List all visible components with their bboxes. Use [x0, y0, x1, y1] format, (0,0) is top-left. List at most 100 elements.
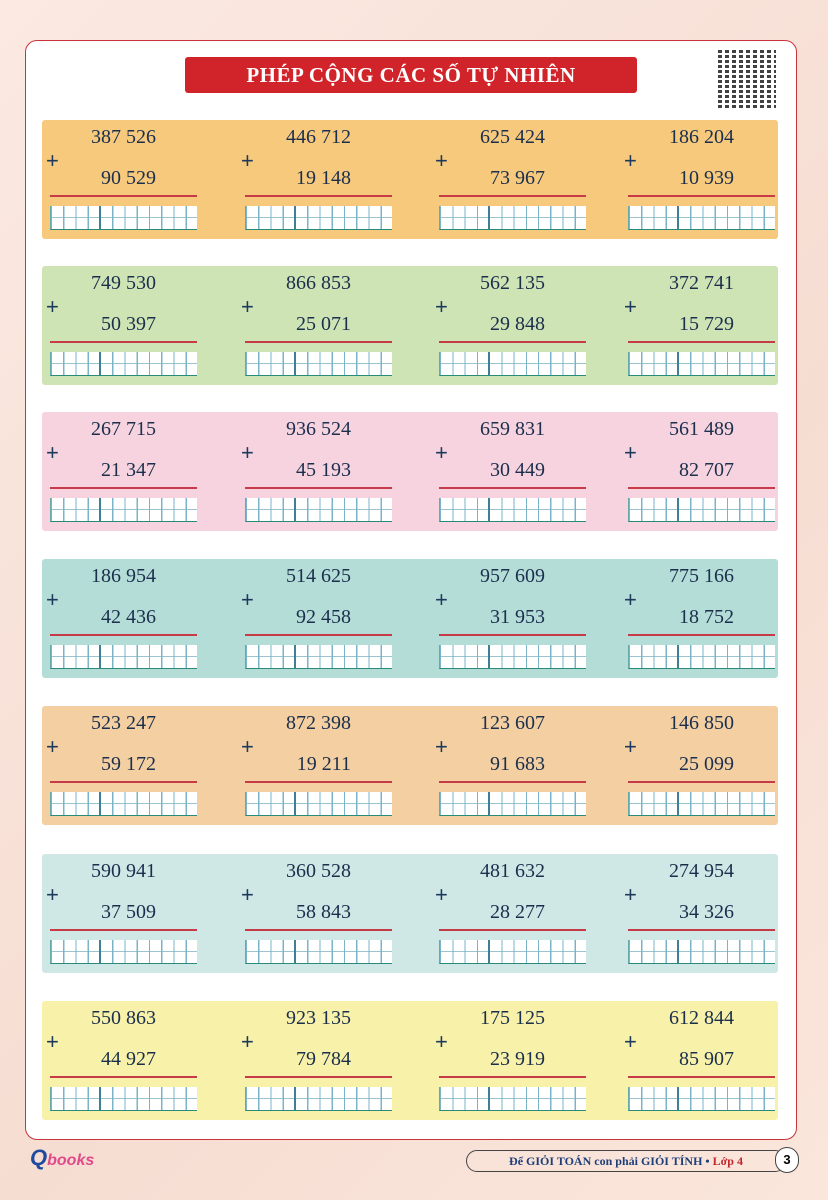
addend-1: 561 489 — [669, 418, 734, 440]
plus-sign: + — [241, 1029, 254, 1054]
answer-grid[interactable] — [50, 498, 197, 522]
answer-grid[interactable] — [439, 498, 586, 522]
answer-grid[interactable] — [245, 792, 392, 816]
answer-grid[interactable] — [439, 1087, 586, 1111]
plus-sign: + — [624, 440, 637, 465]
exercise-row: 550 863 + 44 927 923 135 + 79 784 175 12… — [42, 1001, 778, 1120]
plus-sign: + — [435, 1029, 448, 1054]
addition-problem: 957 609 + 31 953 — [431, 559, 591, 678]
plus-sign: + — [435, 148, 448, 173]
addend-1: 562 135 — [480, 272, 545, 294]
addend-2: 42 436 — [101, 606, 156, 628]
footer-banner: Để GIỎI TOÁN con phải GIỎI TÍNH • Lớp 4 — [466, 1150, 786, 1172]
answer-grid[interactable] — [50, 1087, 197, 1111]
answer-grid[interactable] — [439, 645, 586, 669]
addition-problem: 550 863 + 44 927 — [42, 1001, 202, 1120]
addend-1: 387 526 — [91, 126, 156, 148]
plus-sign: + — [46, 1029, 59, 1054]
addend-2: 25 071 — [296, 313, 351, 335]
answer-grid[interactable] — [245, 352, 392, 376]
sum-line — [50, 195, 197, 197]
sum-line — [50, 1076, 197, 1078]
answer-grid[interactable] — [628, 1087, 775, 1111]
addition-problem: 923 135 + 79 784 — [237, 1001, 397, 1120]
addition-problem: 186 204 + 10 939 — [620, 120, 780, 239]
addition-problem: 749 530 + 50 397 — [42, 266, 202, 385]
addend-1: 775 166 — [669, 565, 734, 587]
answer-grid[interactable] — [245, 1087, 392, 1111]
answer-grid[interactable] — [628, 498, 775, 522]
plus-sign: + — [435, 440, 448, 465]
addend-2: 79 784 — [296, 1048, 351, 1070]
plus-sign: + — [241, 294, 254, 319]
addition-problem: 561 489 + 82 707 — [620, 412, 780, 531]
answer-grid[interactable] — [628, 792, 775, 816]
answer-grid[interactable] — [245, 940, 392, 964]
sum-line — [50, 781, 197, 783]
addend-2: 10 939 — [679, 167, 734, 189]
plus-sign: + — [241, 587, 254, 612]
answer-grid[interactable] — [50, 792, 197, 816]
sum-line — [439, 781, 586, 783]
answer-grid[interactable] — [439, 940, 586, 964]
sum-line — [245, 195, 392, 197]
addend-1: 923 135 — [286, 1007, 351, 1029]
addition-problem: 590 941 + 37 509 — [42, 854, 202, 973]
addition-problem: 523 247 + 59 172 — [42, 706, 202, 825]
addend-1: 514 625 — [286, 565, 351, 587]
page-title: PHÉP CỘNG CÁC SỐ TỰ NHIÊN — [185, 57, 637, 93]
plus-sign: + — [241, 148, 254, 173]
addition-problem: 936 524 + 45 193 — [237, 412, 397, 531]
addition-problem: 562 135 + 29 848 — [431, 266, 591, 385]
sum-line — [439, 195, 586, 197]
answer-grid[interactable] — [439, 792, 586, 816]
addition-problem: 866 853 + 25 071 — [237, 266, 397, 385]
sum-line — [50, 341, 197, 343]
sum-line — [245, 929, 392, 931]
footer-text: Để GIỎI TOÁN con phải GIỎI TÍNH • — [509, 1154, 710, 1168]
addend-1: 590 941 — [91, 860, 156, 882]
answer-grid[interactable] — [439, 352, 586, 376]
plus-sign: + — [241, 734, 254, 759]
addend-1: 186 204 — [669, 126, 734, 148]
addend-1: 372 741 — [669, 272, 734, 294]
addition-problem: 659 831 + 30 449 — [431, 412, 591, 531]
exercise-row: 387 526 + 90 529 446 712 + 19 148 625 42… — [42, 120, 778, 239]
addition-problem: 267 715 + 21 347 — [42, 412, 202, 531]
plus-sign: + — [46, 882, 59, 907]
addend-2: 50 397 — [101, 313, 156, 335]
answer-grid[interactable] — [628, 352, 775, 376]
addend-1: 872 398 — [286, 712, 351, 734]
sum-line — [245, 781, 392, 783]
addend-1: 957 609 — [480, 565, 545, 587]
plus-sign: + — [46, 440, 59, 465]
addend-1: 550 863 — [91, 1007, 156, 1029]
addend-2: 92 458 — [296, 606, 351, 628]
answer-grid[interactable] — [628, 940, 775, 964]
answer-grid[interactable] — [628, 645, 775, 669]
grade-label: Lớp 4 — [712, 1154, 743, 1168]
answer-grid[interactable] — [245, 498, 392, 522]
addend-1: 274 954 — [669, 860, 734, 882]
sum-line — [628, 195, 775, 197]
addend-2: 31 953 — [490, 606, 545, 628]
plus-sign: + — [435, 734, 448, 759]
answer-grid[interactable] — [439, 206, 586, 230]
sum-line — [245, 1076, 392, 1078]
addend-1: 446 712 — [286, 126, 351, 148]
addend-2: 21 347 — [101, 459, 156, 481]
publisher-logo: Qbooks — [30, 1145, 95, 1170]
answer-grid[interactable] — [50, 206, 197, 230]
addend-2: 28 277 — [490, 901, 545, 923]
answer-grid[interactable] — [628, 206, 775, 230]
sum-line — [439, 341, 586, 343]
answer-grid[interactable] — [50, 940, 197, 964]
plus-sign: + — [624, 148, 637, 173]
addition-problem: 146 850 + 25 099 — [620, 706, 780, 825]
answer-grid[interactable] — [245, 206, 392, 230]
addition-problem: 625 424 + 73 967 — [431, 120, 591, 239]
answer-grid[interactable] — [50, 645, 197, 669]
answer-grid[interactable] — [50, 352, 197, 376]
addition-problem: 775 166 + 18 752 — [620, 559, 780, 678]
answer-grid[interactable] — [245, 645, 392, 669]
